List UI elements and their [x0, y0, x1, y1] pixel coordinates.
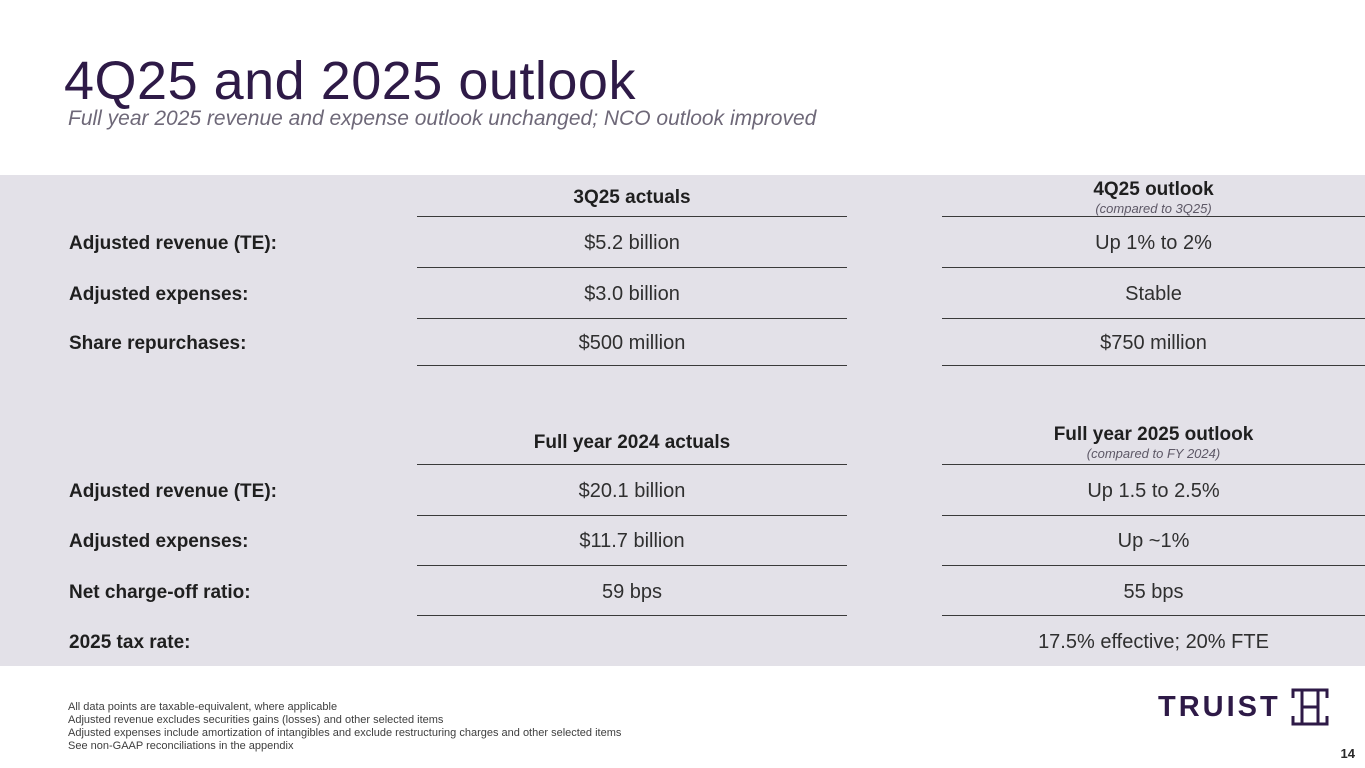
- divider: [942, 615, 1365, 616]
- actual-value: $500 million: [578, 332, 686, 354]
- divider: [942, 464, 1365, 465]
- outlook-value: 17.5% effective; 20% FTE: [1038, 631, 1269, 653]
- page-title: 4Q25 and 2025 outlook: [64, 51, 636, 111]
- outlook-table-panel: [0, 175, 1365, 666]
- divider: [417, 565, 847, 566]
- divider: [417, 515, 847, 516]
- truist-logo-icon: [1290, 688, 1329, 726]
- page-number: 14: [1340, 746, 1355, 761]
- footnote: Adjusted revenue excludes securities gai…: [68, 714, 444, 726]
- footnote: See non-GAAP reconciliations in the appe…: [68, 740, 294, 752]
- table2-col2-header: Full year 2025 outlook (compared to FY 2…: [1053, 424, 1254, 461]
- actual-value: 59 bps: [601, 581, 663, 603]
- actual-value: $11.7 billion: [579, 530, 685, 552]
- divider: [417, 216, 847, 217]
- divider: [417, 365, 847, 366]
- footnote: All data points are taxable-equivalent, …: [68, 701, 338, 713]
- divider: [942, 565, 1365, 566]
- outlook-value: $750 million: [1100, 332, 1207, 354]
- footnotes: All data points are taxable-equivalent, …: [68, 701, 621, 753]
- row-label: 2025 tax rate:: [69, 632, 191, 653]
- page-subtitle: Full year 2025 revenue and expense outlo…: [68, 107, 817, 130]
- row-label: Adjusted revenue (TE):: [69, 481, 277, 502]
- divider: [942, 267, 1365, 268]
- divider: [417, 615, 847, 616]
- actual-value: $5.2 billion: [584, 232, 680, 254]
- outlook-value: Stable: [1125, 283, 1182, 305]
- divider: [417, 318, 847, 319]
- outlook-value: 55 bps: [1123, 581, 1184, 603]
- divider: [942, 216, 1365, 217]
- actual-value: $20.1 billion: [578, 480, 686, 502]
- divider: [942, 365, 1365, 366]
- table1-col2-header: 4Q25 outlook (compared to 3Q25): [1093, 179, 1214, 216]
- outlook-value: Up 1.5 to 2.5%: [1087, 480, 1220, 502]
- row-label: Adjusted expenses:: [69, 284, 249, 305]
- divider: [417, 464, 847, 465]
- row-label: Share repurchases:: [69, 333, 247, 354]
- outlook-value: Up ~1%: [1117, 530, 1190, 552]
- outlook-value: Up 1% to 2%: [1095, 232, 1212, 254]
- row-label: Net charge-off ratio:: [69, 582, 251, 603]
- row-label: Adjusted revenue (TE):: [69, 233, 277, 254]
- logo-wordmark: TRUIST: [1158, 690, 1281, 723]
- row-label: Adjusted expenses:: [69, 531, 249, 552]
- footnote: Adjusted expenses include amortization o…: [68, 727, 622, 739]
- actual-value: $3.0 billion: [584, 283, 680, 305]
- divider: [942, 318, 1365, 319]
- table1-col1-header: 3Q25 actuals: [573, 187, 691, 208]
- divider: [942, 515, 1365, 516]
- divider: [417, 267, 847, 268]
- truist-logo: TRUIST: [1158, 688, 1329, 726]
- table2-col1-header: Full year 2024 actuals: [533, 432, 731, 453]
